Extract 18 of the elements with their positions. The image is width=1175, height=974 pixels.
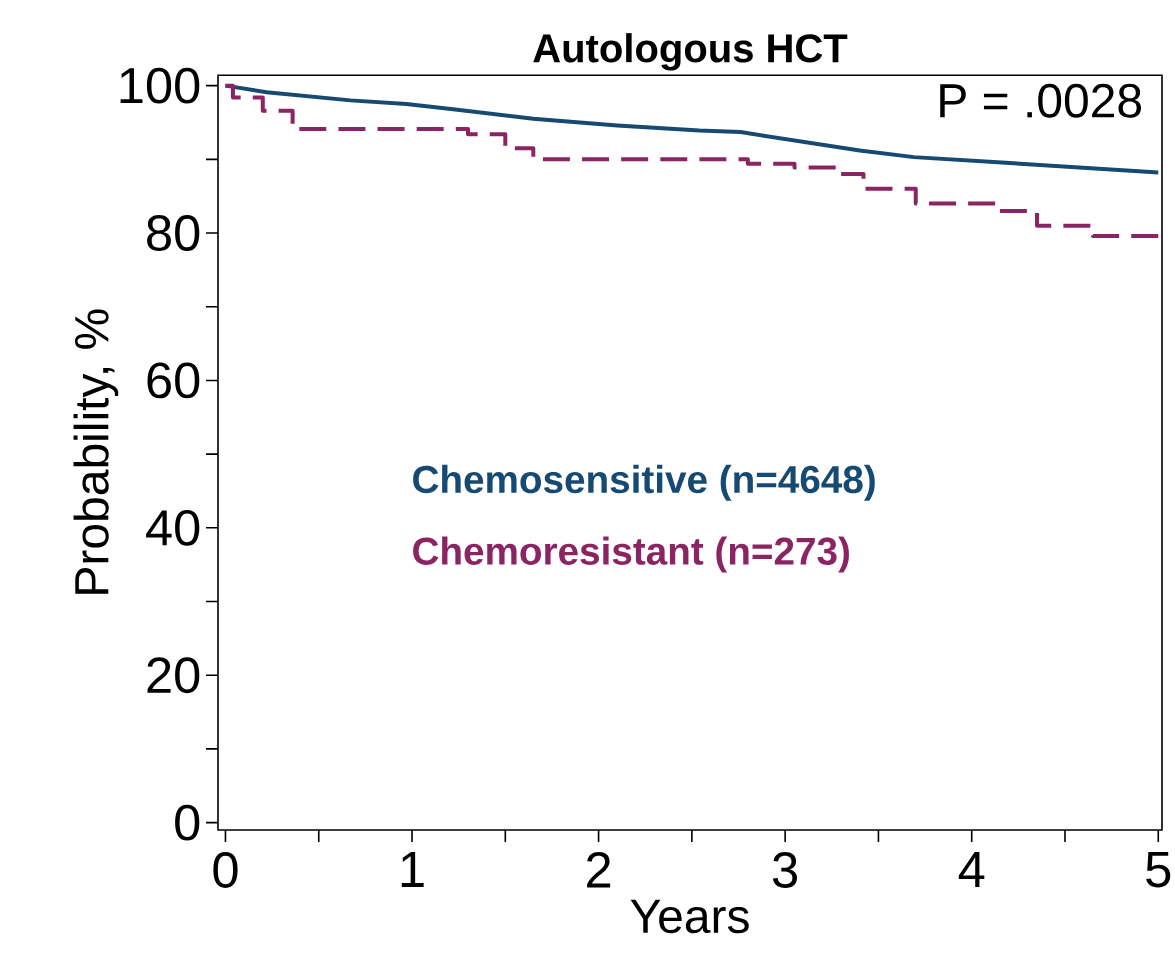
y-tick-label: 40 (146, 509, 200, 546)
x-tick-label: 5 (1146, 852, 1171, 888)
y-tick-label: 20 (147, 657, 200, 694)
text: Chemoresistant (n=273) (413, 536, 849, 573)
chart-title: Autologous HCT (533, 33, 848, 71)
x-tick-label: 0 (213, 852, 238, 888)
y-tick-label: 60 (147, 362, 200, 399)
x-tick-label: 3 (772, 852, 798, 888)
y-tick-label: 80 (147, 215, 200, 251)
x-axis-title: Years (630, 899, 749, 934)
x-tick-label: 4 (958, 852, 985, 887)
annotation: P = .0028 (940, 83, 1142, 118)
text: Chemosensitive (n=4648) (413, 464, 875, 501)
y-tick-label: 0 (175, 804, 200, 841)
y-axis-title: Probability, % (73, 309, 119, 594)
y-tick-label: 100 (120, 67, 200, 104)
x-tick-label: 1 (401, 852, 424, 887)
x-tick-label: 2 (587, 852, 611, 888)
